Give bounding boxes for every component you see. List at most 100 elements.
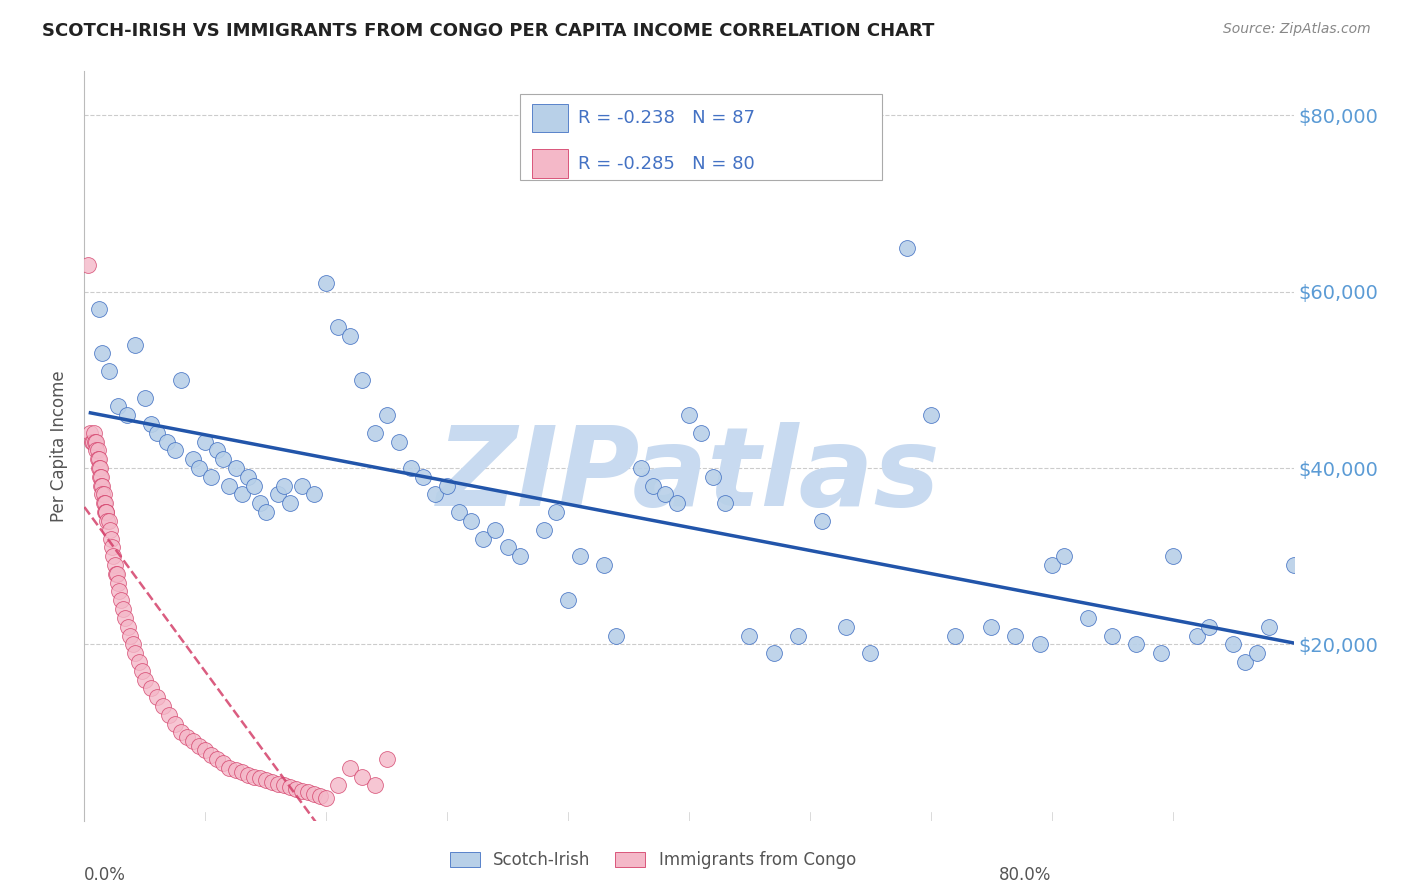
Point: [107, 575, 129, 590]
Point: [449, 505, 471, 519]
Point: [557, 593, 579, 607]
Point: [120, 628, 142, 642]
Point: [225, 461, 247, 475]
Point: [94, 505, 117, 519]
Point: [170, 373, 193, 387]
Point: [91, 478, 114, 492]
Point: [146, 425, 169, 440]
Point: [291, 478, 314, 492]
Point: [254, 505, 277, 519]
Point: [86, 443, 108, 458]
Legend: Scotch-Irish, Immigrants from Congo: Scotch-Irish, Immigrants from Congo: [443, 845, 862, 876]
Point: [249, 772, 271, 786]
Point: [496, 541, 519, 555]
Point: [181, 734, 204, 748]
Point: [87, 452, 110, 467]
Point: [218, 761, 240, 775]
Point: [121, 637, 143, 651]
Point: [738, 628, 761, 642]
Point: [690, 425, 713, 440]
Point: [170, 725, 193, 739]
Point: [98, 523, 121, 537]
Point: [94, 505, 117, 519]
Point: [702, 470, 724, 484]
Point: [339, 328, 361, 343]
Point: [86, 443, 108, 458]
Point: [225, 763, 247, 777]
Point: [273, 778, 295, 792]
Point: [94, 496, 117, 510]
Point: [267, 776, 290, 790]
Point: [90, 478, 112, 492]
Point: [79, 425, 101, 440]
Point: [165, 443, 187, 458]
FancyBboxPatch shape: [520, 94, 883, 180]
Point: [157, 707, 180, 722]
Point: [194, 434, 217, 449]
Point: [200, 747, 222, 762]
Point: [139, 417, 162, 431]
Point: [94, 505, 117, 519]
Point: [134, 673, 156, 687]
Point: [96, 514, 118, 528]
Point: [375, 408, 398, 422]
Point: [569, 549, 592, 564]
Point: [231, 765, 253, 780]
Point: [1246, 646, 1268, 660]
Point: [87, 302, 110, 317]
Point: [1198, 620, 1220, 634]
Point: [1004, 628, 1026, 642]
Point: [110, 593, 132, 607]
Point: [297, 785, 319, 799]
Point: [91, 487, 114, 501]
Point: [114, 611, 136, 625]
Point: [1101, 628, 1123, 642]
Point: [302, 487, 325, 501]
Point: [896, 241, 918, 255]
Point: [236, 768, 259, 782]
Point: [212, 756, 235, 771]
Text: SCOTCH-IRISH VS IMMIGRANTS FROM CONGO PER CAPITA INCOME CORRELATION CHART: SCOTCH-IRISH VS IMMIGRANTS FROM CONGO PE…: [42, 22, 935, 40]
Text: R = -0.238   N = 87: R = -0.238 N = 87: [578, 109, 755, 127]
Point: [654, 487, 676, 501]
Point: [107, 400, 129, 414]
Point: [412, 470, 434, 484]
Point: [375, 752, 398, 766]
Point: [509, 549, 531, 564]
Point: [212, 452, 235, 467]
Point: [665, 496, 688, 510]
Point: [100, 532, 122, 546]
Point: [472, 532, 495, 546]
Point: [207, 752, 229, 766]
Point: [188, 739, 211, 753]
Point: [260, 775, 283, 789]
Point: [678, 408, 700, 422]
Point: [97, 364, 120, 378]
Point: [363, 425, 385, 440]
Point: [91, 346, 114, 360]
Point: [194, 743, 217, 757]
Point: [1053, 549, 1076, 564]
Point: [89, 470, 111, 484]
Point: [920, 408, 942, 422]
Point: [82, 434, 104, 449]
Text: 0.0%: 0.0%: [84, 865, 127, 884]
Point: [77, 258, 100, 272]
Point: [131, 664, 153, 678]
Point: [124, 646, 146, 660]
Point: [155, 434, 177, 449]
Point: [115, 408, 138, 422]
Point: [249, 496, 271, 510]
Point: [83, 425, 105, 440]
Point: [1125, 637, 1147, 651]
Point: [176, 730, 198, 744]
Point: [859, 646, 882, 660]
Point: [1222, 637, 1244, 651]
Text: ZIPatlas: ZIPatlas: [437, 423, 941, 530]
Point: [762, 646, 785, 660]
Point: [84, 434, 107, 449]
Point: [352, 373, 374, 387]
Point: [108, 584, 131, 599]
Point: [273, 478, 295, 492]
Point: [236, 470, 259, 484]
